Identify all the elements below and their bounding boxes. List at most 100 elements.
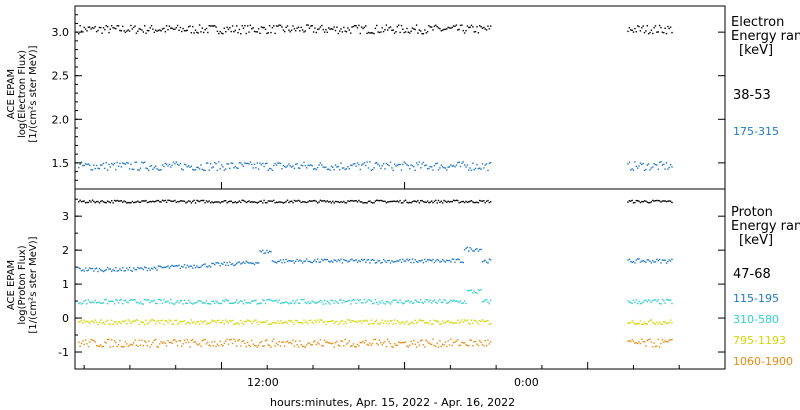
data-point (447, 26, 449, 29)
data-point (270, 323, 272, 325)
data-point (109, 201, 111, 204)
data-point (174, 265, 176, 267)
data-point (382, 302, 385, 304)
data-point (251, 322, 253, 325)
data-point (229, 319, 231, 322)
data-point (227, 201, 230, 203)
data-point (130, 343, 132, 345)
data-point (477, 167, 480, 170)
data-point (289, 302, 291, 304)
data-point (236, 322, 238, 324)
data-point (348, 340, 350, 342)
data-point (295, 200, 297, 202)
data-point (174, 199, 176, 202)
data-point (479, 320, 481, 322)
data-point (237, 201, 239, 203)
data-point (650, 201, 653, 203)
data-point (336, 260, 338, 263)
data-point (259, 200, 261, 202)
data-point (332, 166, 334, 168)
data-point (115, 267, 117, 269)
data-point (168, 25, 171, 27)
data-point (237, 339, 239, 342)
data-point (116, 199, 118, 202)
data-point (330, 165, 333, 168)
data-point (223, 300, 225, 303)
data-point (649, 338, 651, 340)
data-point (109, 323, 111, 326)
data-point (249, 201, 252, 203)
data-point (656, 300, 658, 303)
data-point (632, 31, 635, 33)
data-point (227, 300, 230, 302)
data-point (117, 321, 120, 323)
data-point (126, 202, 128, 204)
data-point (190, 339, 193, 342)
data-point (473, 341, 475, 343)
data-point (215, 201, 217, 203)
data-point (455, 340, 458, 342)
data-point (328, 168, 330, 170)
data-point (299, 340, 301, 342)
data-point (172, 323, 175, 325)
data-point (82, 269, 84, 271)
data-point (119, 162, 121, 165)
data-point (399, 163, 401, 166)
data-point (429, 26, 431, 28)
data-point (347, 342, 349, 344)
data-point (315, 343, 317, 346)
data-point (350, 321, 352, 323)
data-point (399, 259, 401, 261)
data-point (334, 321, 337, 323)
data-point (186, 166, 188, 168)
data-point (635, 259, 637, 261)
data-point (115, 200, 117, 202)
data-point (469, 339, 471, 341)
data-point (315, 261, 317, 263)
data-point (83, 343, 85, 346)
data-point (161, 28, 164, 30)
data-point (128, 168, 131, 170)
data-point (238, 162, 241, 164)
data-point (115, 321, 117, 323)
data-point (97, 200, 99, 203)
data-point (163, 341, 165, 343)
data-point (395, 165, 397, 167)
data-point (248, 31, 250, 33)
data-point (428, 342, 430, 344)
data-point (90, 169, 92, 171)
data-point (664, 168, 666, 170)
data-point (354, 163, 356, 165)
data-point (286, 340, 289, 342)
data-point (268, 25, 271, 27)
data-point (637, 167, 639, 169)
data-point (185, 202, 187, 204)
data-point (413, 166, 415, 168)
data-point (91, 301, 94, 303)
data-point (650, 262, 653, 264)
data-point (80, 30, 83, 32)
data-point (409, 167, 411, 170)
data-point (653, 299, 655, 301)
data-point (669, 26, 672, 28)
data-point (267, 200, 269, 202)
data-point (126, 161, 128, 164)
data-point (443, 299, 445, 301)
data-point (227, 163, 230, 165)
data-point (259, 162, 261, 164)
data-point (203, 199, 205, 202)
data-point (641, 260, 643, 262)
data-point (299, 302, 301, 304)
data-point (145, 319, 147, 321)
data-point (288, 201, 290, 204)
data-point (148, 30, 150, 32)
data-point (469, 247, 471, 249)
data-point (86, 30, 88, 32)
data-point (90, 28, 92, 30)
data-point (436, 258, 438, 261)
proton-legend-subtitle: Energy range (731, 219, 800, 234)
y-tick-label: 2 (62, 244, 69, 257)
data-point (299, 200, 301, 202)
data-point (488, 302, 491, 305)
